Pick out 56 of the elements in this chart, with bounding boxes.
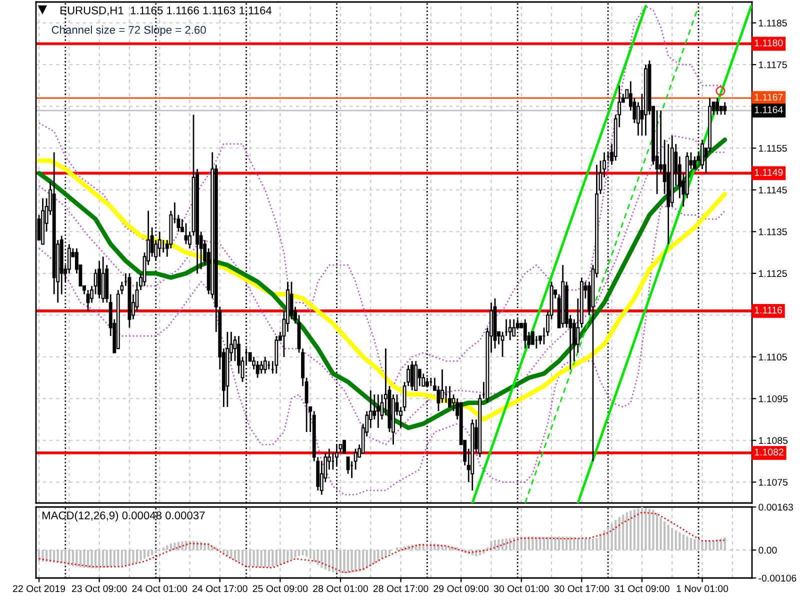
ref-line-label: 1.1082	[754, 448, 784, 456]
y-tick-label: 1.1145	[758, 186, 787, 194]
chart-title: EURUSD,H1 1.1165 1.1166 1.1163 1.1164	[60, 6, 272, 16]
ref-line-label: 1.1167	[754, 94, 783, 101]
candlestick	[184, 222, 188, 245]
candlestick	[342, 440, 346, 454]
candlestick	[723, 102, 727, 116]
x-tick-label: 30 Oct 01:00	[494, 585, 549, 592]
y-tick-label: 1.1135	[758, 228, 787, 236]
x-tick-label: 24 Oct 01:00	[132, 585, 188, 592]
candlestick	[523, 318, 527, 350]
candlestick	[655, 110, 659, 195]
chart-title: MACD(12,26,9) 0.00048 0.00037	[42, 511, 205, 522]
ref-line-label: 1.1164	[754, 106, 783, 114]
x-tick-label: 25 Oct 09:00	[252, 585, 308, 592]
y-tick-label: 1.1095	[758, 395, 788, 402]
candlestick	[448, 385, 452, 408]
candlestick	[530, 331, 534, 345]
candlestick	[158, 230, 162, 258]
x-tick-label: 28 Oct 01:00	[313, 585, 368, 592]
y-tick-label: 1.1125	[758, 270, 787, 277]
y-tick-label: 1.1075	[758, 478, 788, 486]
candlestick	[86, 289, 90, 312]
y-tick-label: 1.1085	[758, 437, 788, 444]
candlestick	[260, 360, 264, 374]
x-tick-label: 28 Oct 17:00	[373, 585, 428, 592]
y-tick-label: 0.00	[758, 546, 777, 554]
line-series	[38, 512, 726, 574]
y-tick-label: 1.1175	[758, 61, 787, 68]
x-tick-label: 1 Nov 01:00	[676, 585, 728, 592]
y-tick-label: 0.00163	[758, 504, 793, 511]
y-tick-label: 1.1105	[758, 354, 787, 360]
line-series	[38, 206, 726, 496]
candlestick	[422, 372, 426, 387]
candlestick	[692, 156, 696, 170]
x-tick-label: 22 Oct 2019	[13, 585, 66, 592]
ref-line-label: 1.1116	[754, 306, 782, 314]
candlestick	[440, 368, 444, 404]
candlestick	[716, 97, 720, 116]
x-tick-label: 29 Oct 09:00	[434, 585, 489, 592]
candlestick	[418, 368, 422, 387]
candlestick	[410, 360, 414, 391]
x-tick-label: 30 Oct 17:00	[554, 585, 610, 592]
candlestick	[256, 360, 260, 378]
y-tick-label: 1.1185	[758, 20, 787, 26]
candlestick	[376, 394, 380, 429]
y-tick-label: 1.1155	[758, 144, 787, 152]
text: Channel size = 72 Slope = 2.60	[52, 26, 206, 36]
y-tick-label: -0.00106	[758, 574, 796, 582]
x-tick-label: 23 Oct 09:00	[72, 585, 127, 592]
candlestick	[508, 318, 512, 341]
x-tick-label: 24 Oct 17:00	[192, 585, 248, 592]
ref-line-label: 1.1180	[754, 39, 783, 46]
ref-line-label: 1.1149	[754, 168, 783, 176]
candlestick	[263, 356, 267, 374]
x-tick-label: 31 Oct 09:00	[614, 585, 670, 592]
